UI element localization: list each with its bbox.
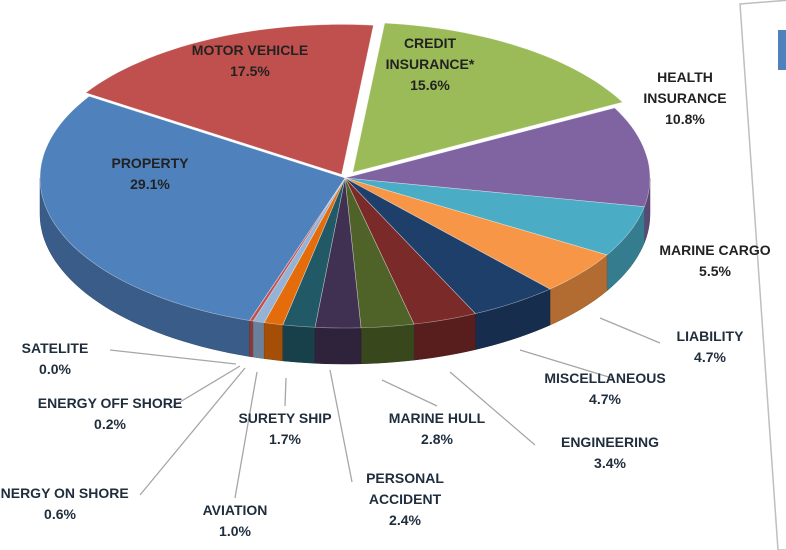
value-label: 10.8% bbox=[665, 111, 705, 127]
leader-line bbox=[139, 367, 246, 496]
value-label: 3.4% bbox=[594, 455, 626, 471]
value-label: 0.2% bbox=[94, 416, 126, 432]
slice-side bbox=[282, 324, 316, 364]
value-label: 1.0% bbox=[219, 523, 251, 539]
leader-line bbox=[234, 371, 258, 499]
leader-line bbox=[599, 317, 661, 344]
value-label: 15.6% bbox=[410, 77, 450, 93]
slice-side bbox=[314, 327, 362, 365]
leader-line bbox=[329, 369, 353, 483]
slice-label: MISCELLANEOUS 4.7% bbox=[530, 368, 680, 410]
slice-label: MARINE HULL 2.8% bbox=[362, 408, 512, 450]
slice bbox=[314, 177, 362, 329]
slice-side bbox=[360, 323, 415, 365]
category-label: CREDIT INSURANCE* bbox=[385, 35, 475, 72]
slice-label: ENERGY OFF SHORE 0.2% bbox=[35, 393, 185, 435]
slice-label: SURETY SHIP 1.7% bbox=[210, 408, 360, 450]
slice-label: MOTOR VEHICLE 17.5% bbox=[175, 40, 325, 82]
value-label: 5.5% bbox=[699, 263, 731, 279]
category-label: ENGINEERING bbox=[560, 434, 659, 450]
value-label: 2.4% bbox=[389, 512, 421, 528]
leader-line bbox=[519, 349, 613, 379]
value-label: 2.8% bbox=[421, 431, 453, 447]
slice-label: PERSONAL ACCIDENT 2.4% bbox=[330, 468, 480, 531]
leader-line bbox=[169, 365, 241, 409]
slice bbox=[85, 24, 374, 175]
slice bbox=[352, 22, 624, 173]
slice-label: MARINE CARGO 5.5% bbox=[640, 240, 786, 282]
slice-label: LIABILITY 4.7% bbox=[635, 326, 785, 368]
slice bbox=[344, 177, 645, 256]
category-label: MOTOR VEHICLE bbox=[191, 42, 309, 58]
category-label: MISCELLANEOUS bbox=[544, 370, 666, 386]
value-label: 4.7% bbox=[589, 391, 621, 407]
slice bbox=[344, 177, 476, 325]
category-label: ENERGY ON SHORE bbox=[0, 485, 129, 501]
category-label: PROPERTY bbox=[111, 155, 189, 171]
panel-accent bbox=[778, 30, 786, 70]
category-label: HEALTH INSURANCE bbox=[643, 69, 727, 106]
slice-label: HEALTH INSURANCE 10.8% bbox=[625, 67, 745, 130]
category-label: SATELITE bbox=[21, 340, 89, 356]
value-label: 17.5% bbox=[230, 63, 270, 79]
value-label: 4.7% bbox=[694, 349, 726, 365]
slice bbox=[39, 95, 346, 321]
slice bbox=[344, 177, 415, 329]
leader-lines bbox=[109, 317, 661, 499]
value-label: 1.7% bbox=[269, 431, 301, 447]
slice bbox=[344, 177, 551, 314]
pie-tops bbox=[39, 22, 651, 329]
side-panel bbox=[739, 0, 786, 550]
slice-label: ENGINEERING 3.4% bbox=[535, 432, 685, 474]
category-label: MARINE HULL bbox=[388, 410, 486, 426]
category-label: MARINE CARGO bbox=[659, 242, 771, 258]
category-label: PERSONAL ACCIDENT bbox=[366, 470, 444, 507]
value-label: 0.0% bbox=[39, 361, 71, 377]
category-label: SURETY SHIP bbox=[238, 410, 332, 426]
slice-side bbox=[252, 320, 265, 359]
slice-side bbox=[263, 322, 284, 362]
slice-label: PROPERTY 29.1% bbox=[75, 153, 225, 195]
leader-line bbox=[109, 349, 237, 365]
category-label: LIABILITY bbox=[676, 328, 744, 344]
leader-line bbox=[284, 377, 287, 407]
slice-label: ENERGY ON SHORE 0.6% bbox=[0, 483, 135, 525]
value-label: 29.1% bbox=[130, 176, 170, 192]
category-label: ENERGY OFF SHORE bbox=[37, 395, 183, 411]
slice-label: CREDIT INSURANCE* 15.6% bbox=[370, 33, 490, 96]
slice-label: AVIATION 1.0% bbox=[160, 500, 310, 542]
slice bbox=[344, 107, 651, 208]
leader-line bbox=[449, 371, 536, 446]
slice bbox=[344, 177, 608, 290]
slice-side bbox=[249, 320, 254, 358]
slice-label: SATELITE 0.0% bbox=[0, 338, 130, 380]
leader-line bbox=[381, 379, 438, 407]
category-label: AVIATION bbox=[202, 502, 268, 518]
value-label: 0.6% bbox=[44, 506, 76, 522]
